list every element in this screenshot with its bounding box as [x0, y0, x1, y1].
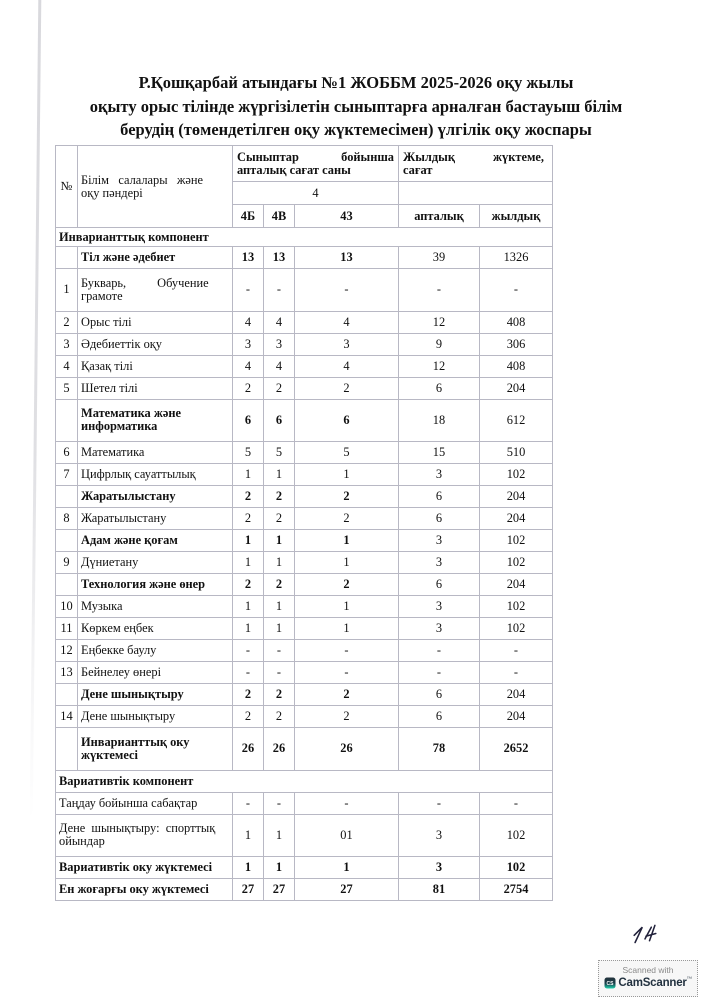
- svg-text:CS: CS: [607, 981, 615, 987]
